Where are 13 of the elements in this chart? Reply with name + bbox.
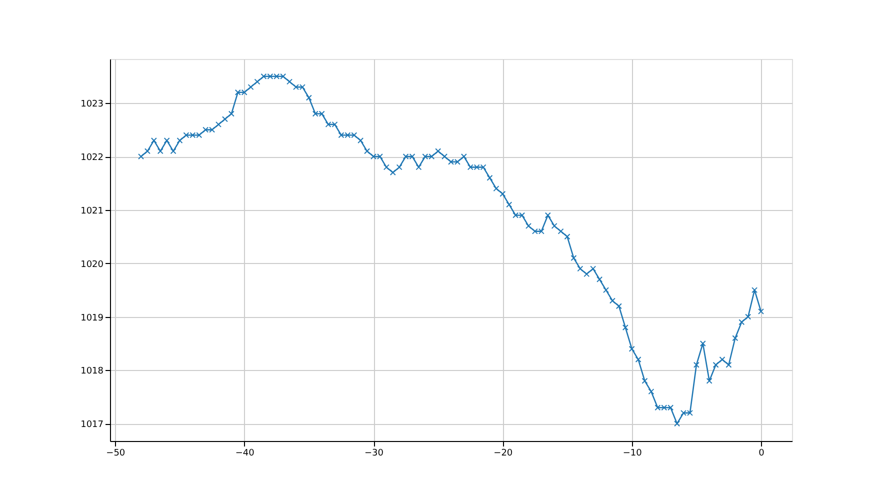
y-tick-label: 1018 — [80, 366, 104, 377]
x-tick-label: −40 — [235, 448, 255, 458]
x-tick-label: 0 — [758, 448, 765, 458]
x-tick-label: −50 — [106, 448, 126, 458]
y-tick-label: 1017 — [80, 420, 104, 430]
y-tick-label: 1021 — [80, 206, 104, 216]
y-tick-label: 1020 — [80, 260, 104, 270]
y-tick-label: 1019 — [80, 313, 104, 324]
x-tick-label: −20 — [494, 448, 513, 458]
y-tick-label: 1022 — [80, 153, 104, 164]
x-tick-label: −30 — [364, 448, 384, 458]
y-tick-label: 1023 — [80, 100, 104, 110]
x-tick-label: −10 — [622, 448, 642, 458]
